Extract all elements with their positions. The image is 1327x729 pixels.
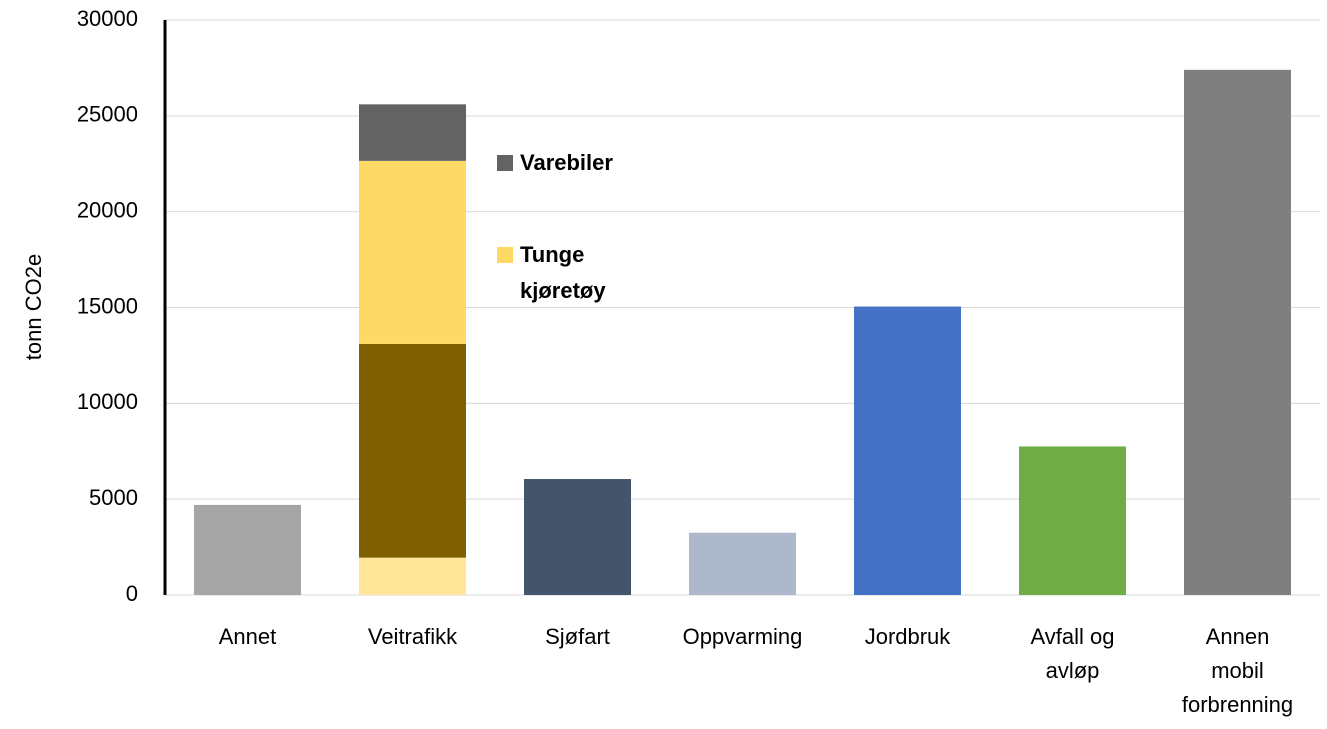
legend-label: Tunge kjøretøy: [520, 242, 606, 303]
x-tick-text: Sjøfart: [545, 624, 610, 649]
x-tick-text: Annet: [218, 624, 277, 649]
y-tick-label: 30000: [77, 6, 138, 31]
legend-entry: Tunge kjøretøy: [497, 237, 650, 309]
x-tick-label: Avfall og avløp: [1014, 620, 1132, 688]
bar-segment: [524, 479, 631, 595]
bar-segment: [194, 504, 301, 595]
y-tick-label: 15000: [77, 293, 138, 318]
y-tick-label: 20000: [77, 197, 138, 222]
y-tick-label: 0: [126, 581, 138, 606]
bar-segment: [359, 104, 466, 161]
legend-swatch: [497, 247, 513, 263]
bar-segment: [359, 160, 466, 344]
x-tick-label: Annet: [189, 620, 307, 654]
x-tick-label: Sjøfart: [519, 620, 637, 654]
bar-segment: [1184, 69, 1291, 596]
y-tick-label: 10000: [77, 389, 138, 414]
x-tick-label: Veitrafikk: [354, 620, 472, 654]
bar-segment: [689, 532, 796, 595]
x-tick-label: Jordbruk: [849, 620, 967, 654]
y-tick-label: 25000: [77, 102, 138, 127]
bar-segment: [854, 306, 961, 595]
legend-label: Varebiler: [520, 150, 613, 175]
legend-swatch: [497, 155, 513, 171]
bar-segment: [1019, 446, 1126, 595]
x-tick-label: Annen mobil forbrenning: [1179, 620, 1297, 722]
bar-segment: [359, 343, 466, 558]
x-tick-text: Oppvarming: [682, 624, 803, 649]
y-tick-label: 5000: [89, 485, 138, 510]
x-tick-text: Jordbruk: [864, 624, 951, 649]
x-tick-text: Avfall og avløp: [1030, 624, 1115, 683]
x-tick-label: Oppvarming: [682, 620, 803, 654]
x-tick-text: Veitrafikk: [367, 624, 458, 649]
legend-entry: Varebiler: [497, 145, 650, 181]
x-tick-text: Annen mobil forbrenning: [1181, 624, 1294, 717]
y-axis-label: tonn CO2e: [21, 254, 46, 360]
bar-segment: [359, 557, 466, 595]
